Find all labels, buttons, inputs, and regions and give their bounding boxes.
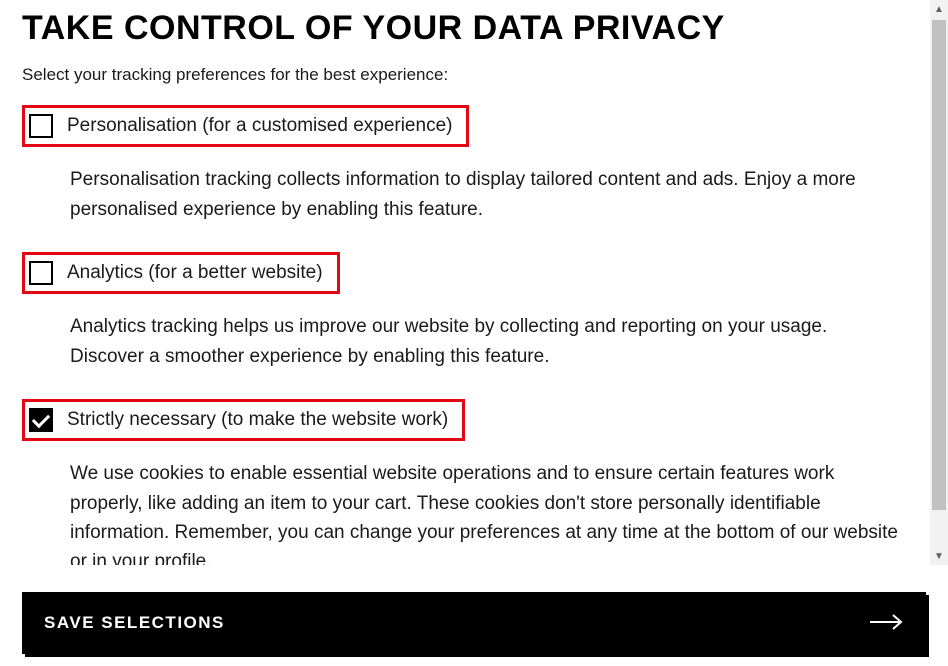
- scroll-up-icon[interactable]: ▲: [930, 0, 948, 18]
- option-description: Analytics tracking helps us improve our …: [70, 312, 900, 371]
- scrollbar-thumb[interactable]: [932, 20, 946, 510]
- option-analytics[interactable]: Analytics (for a better website): [22, 252, 340, 294]
- option-description: We use cookies to enable essential websi…: [70, 459, 900, 565]
- option-label: Analytics (for a better website): [67, 262, 323, 284]
- option-personalisation[interactable]: Personalisation (for a customised experi…: [22, 105, 469, 147]
- save-selections-button[interactable]: SAVE SELECTIONS: [22, 592, 926, 654]
- page-title: TAKE CONTROL OF YOUR DATA PRIVACY: [22, 10, 926, 47]
- option-label: Personalisation (for a customised experi…: [67, 115, 452, 137]
- option-description: Personalisation tracking collects inform…: [70, 165, 900, 224]
- arrow-right-icon: [870, 614, 904, 633]
- dialog-footer: SAVE SELECTIONS: [22, 592, 926, 654]
- save-button-label: SAVE SELECTIONS: [44, 613, 225, 633]
- privacy-dialog: TAKE CONTROL OF YOUR DATA PRIVACY Select…: [0, 0, 948, 565]
- option-label: Strictly necessary (to make the website …: [67, 409, 448, 431]
- page-subtitle: Select your tracking preferences for the…: [22, 65, 926, 85]
- scrollbar[interactable]: ▲ ▼: [930, 0, 948, 565]
- checkbox-personalisation[interactable]: [29, 114, 53, 138]
- option-strictly-necessary[interactable]: Strictly necessary (to make the website …: [22, 399, 465, 441]
- scroll-down-icon[interactable]: ▼: [930, 547, 948, 565]
- checkbox-analytics[interactable]: [29, 261, 53, 285]
- checkbox-strictly-necessary[interactable]: [29, 408, 53, 432]
